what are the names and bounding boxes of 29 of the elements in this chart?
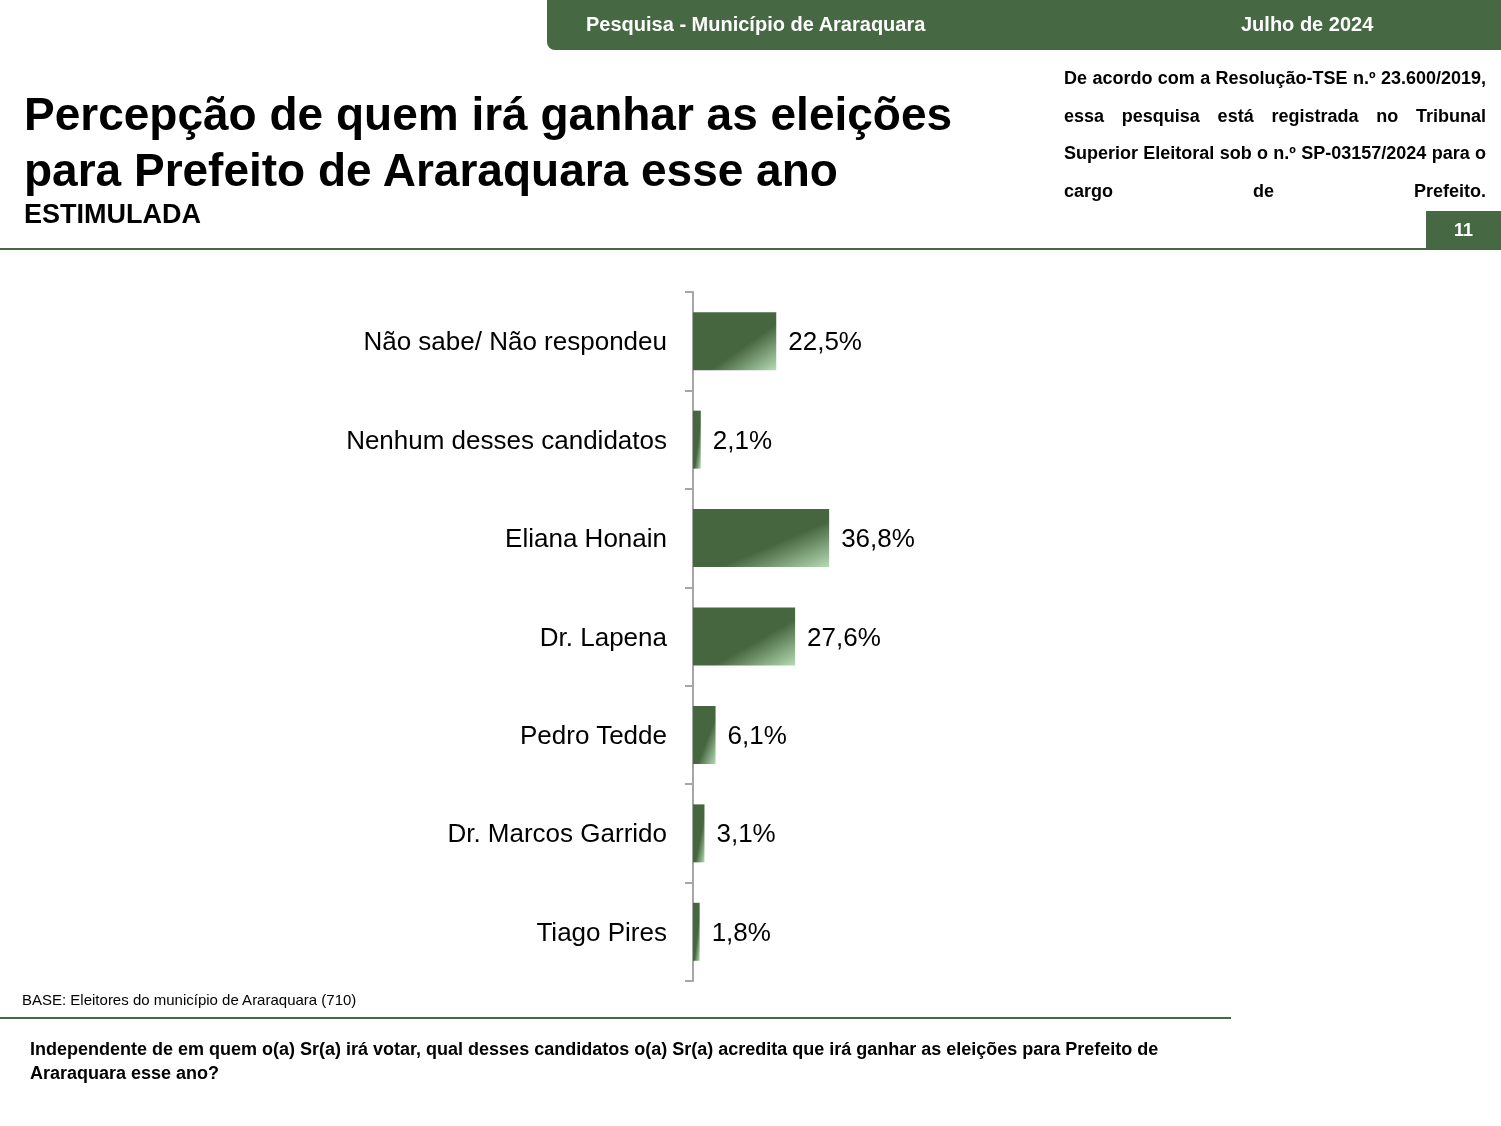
- bar: [693, 902, 700, 961]
- data-label: 27,6%: [807, 621, 881, 652]
- text: Julho de 2024: [1241, 13, 1374, 36]
- text: Pesquisa - Município de Araraquara: [586, 13, 926, 36]
- bar: [693, 804, 705, 863]
- text: Independente de em quem o(a) Sr(a) irá votar, qual desses candidatos o(a) Sr(a) acredita que irá ganhar as eleições para Prefeito de Araraquara esse ano?: [30, 1038, 1160, 1085]
- y-tick-label: Tiago Pires: [536, 916, 667, 947]
- bar: [693, 509, 830, 568]
- data-label: 36,8%: [841, 523, 915, 554]
- data-label: 1,8%: [711, 916, 771, 947]
- y-tick-label: Pedro Tedde: [520, 719, 667, 750]
- y-tick-label: Não sabe/ Não respondeu: [363, 326, 667, 357]
- data-label: 2,1%: [712, 424, 773, 455]
- chart-title: Percepção de quem irá ganhar as eleições para Prefeito de Araraquara esse ano: [24, 87, 954, 198]
- bar: [693, 705, 716, 764]
- text: BASE: Eleitores do município de Araraquara (710): [22, 991, 357, 1008]
- bar: [693, 312, 777, 371]
- data-label: 6,1%: [727, 719, 787, 750]
- text: De acordo com a Resolução-TSE n.º 23.600/2019, essa pesquisa está registrada no Tribunal Superior Eleitoral sob o n.º SP-03157/2024 para o cargo de Prefeito.: [1064, 67, 1486, 203]
- bar: [693, 410, 701, 469]
- y-tick-label: Dr. Marcos Garrido: [447, 818, 667, 849]
- text: ESTIMULADA: [24, 199, 201, 230]
- data-label: 3,1%: [716, 818, 776, 849]
- y-tick-label: Nenhum desses candidatos: [346, 424, 667, 455]
- bar: [693, 607, 796, 666]
- y-tick-label: Eliana Honain: [505, 523, 667, 554]
- data-label: 22,5%: [788, 326, 862, 357]
- text: 11: [1426, 211, 1501, 249]
- y-tick-label: Dr. Lapena: [539, 621, 668, 652]
